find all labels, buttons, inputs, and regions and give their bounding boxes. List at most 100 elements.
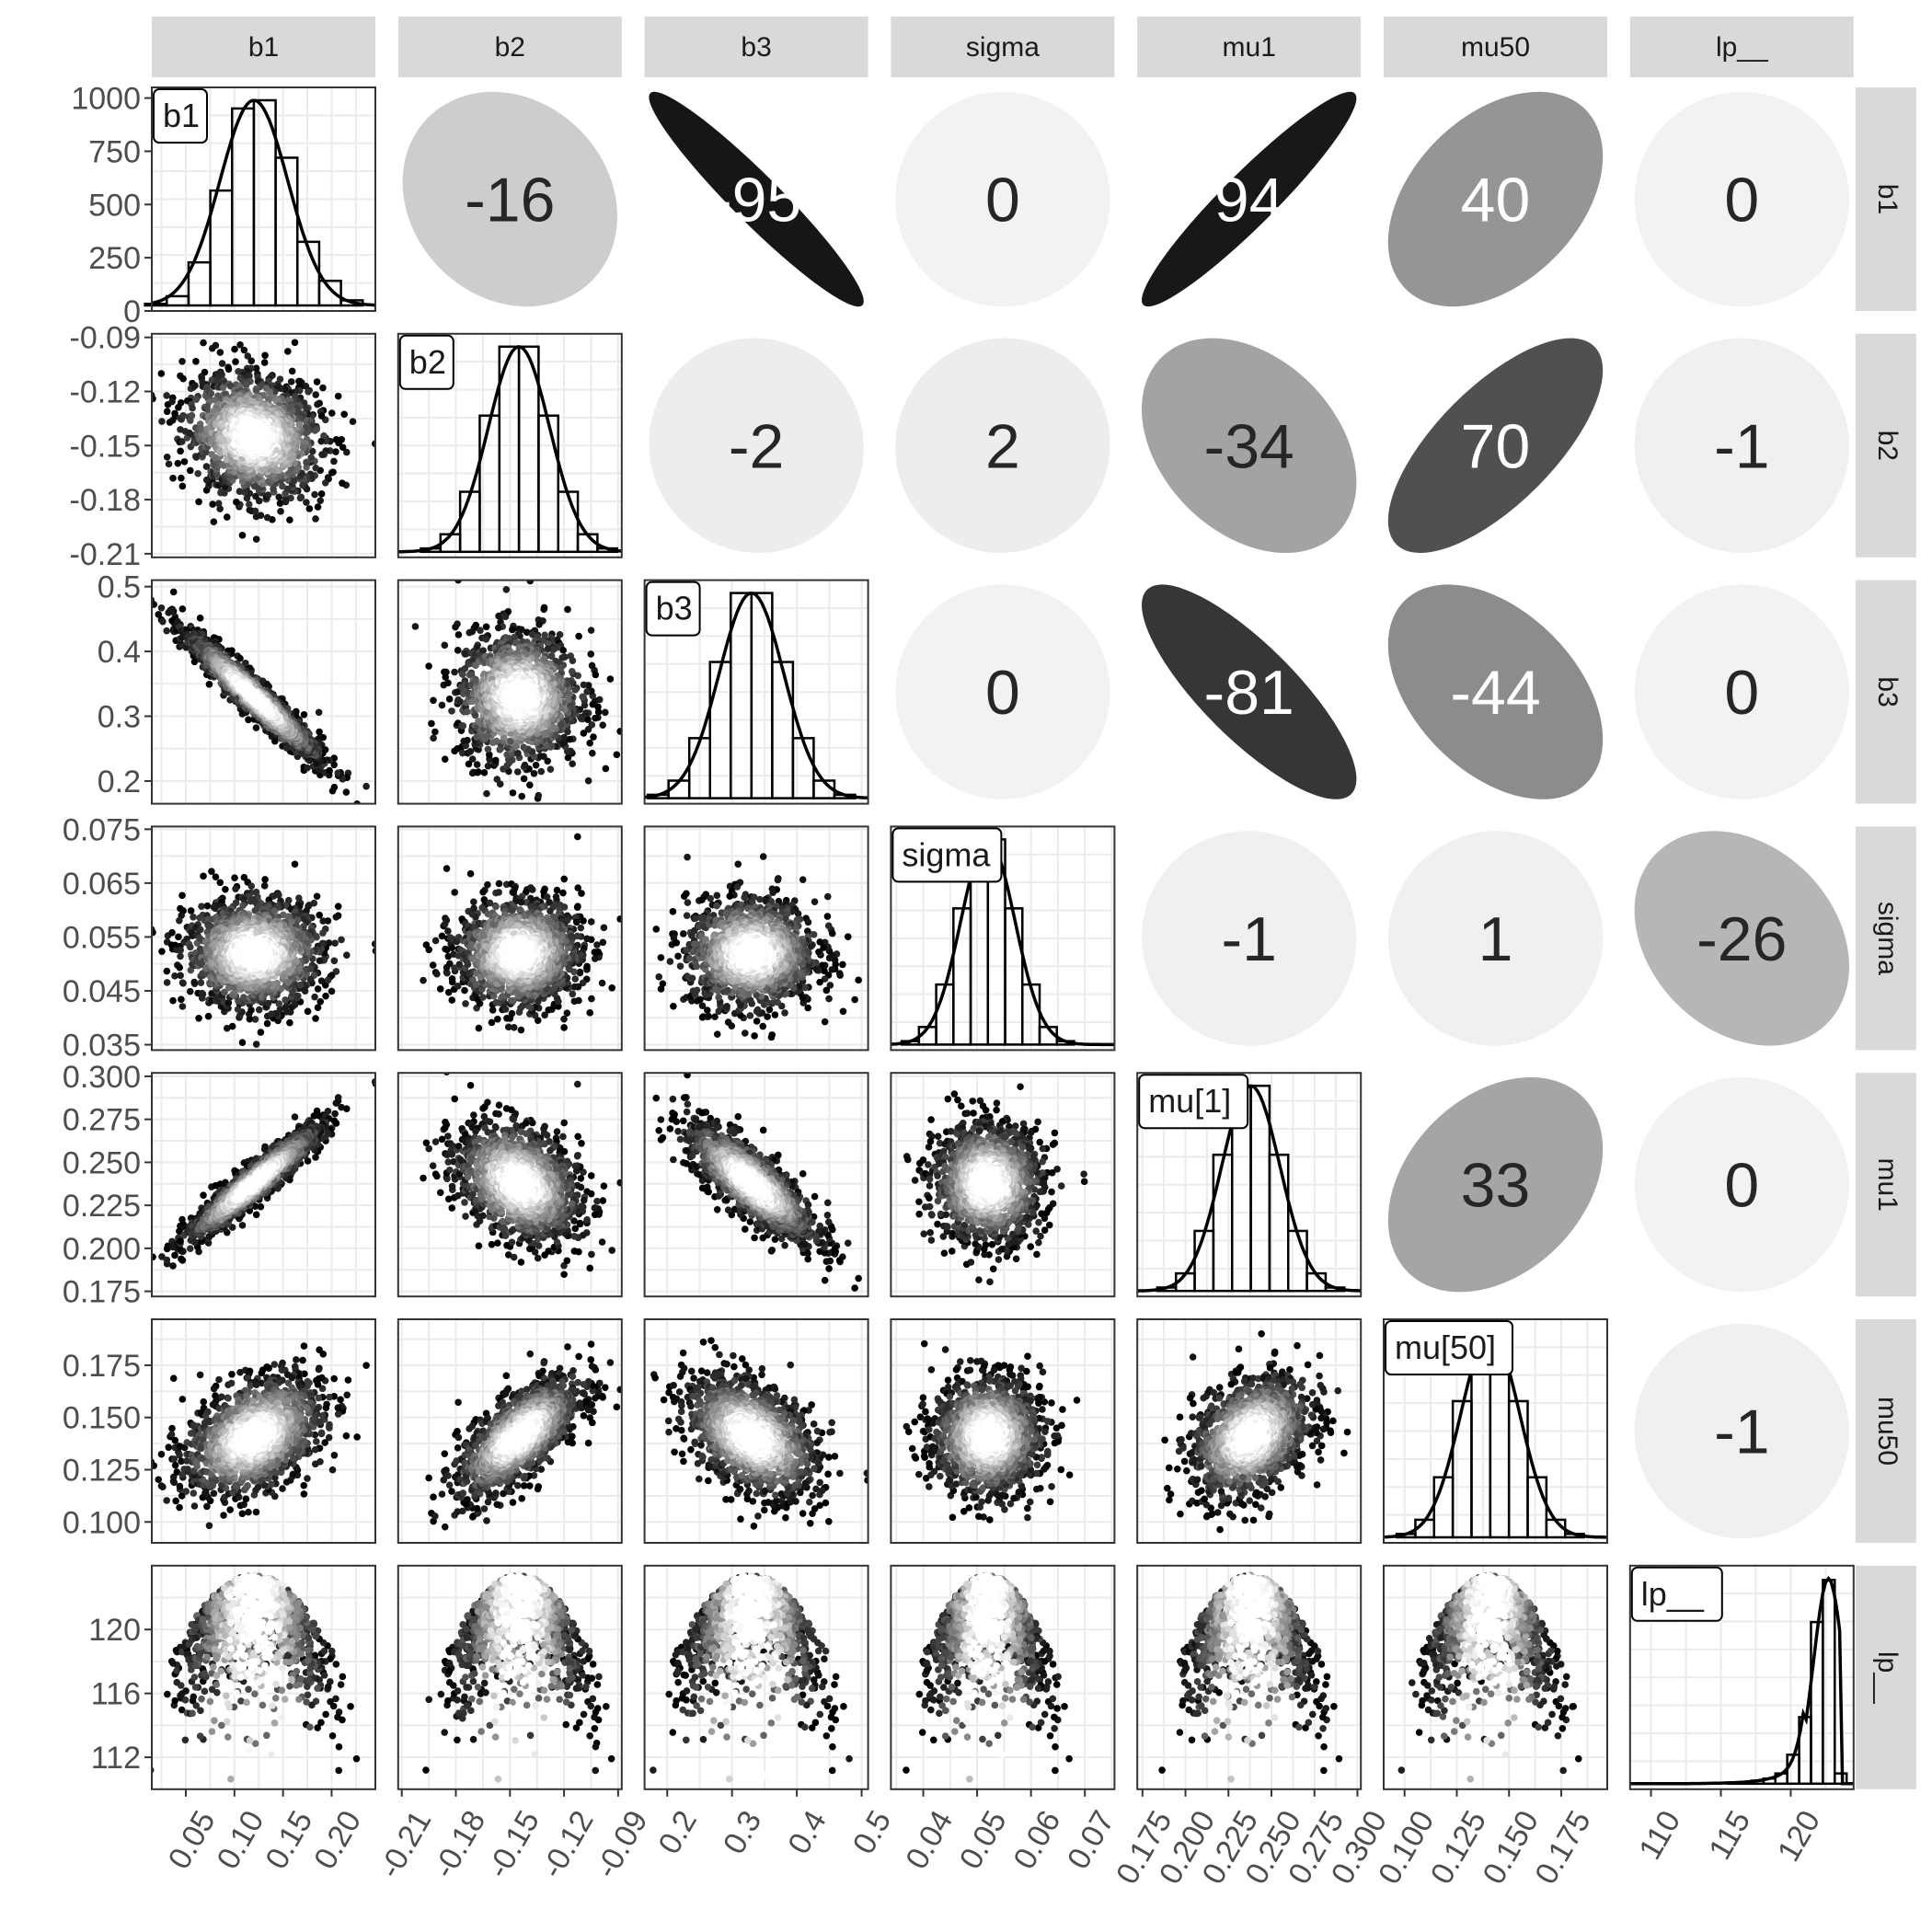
hex-cell <box>544 639 552 648</box>
hex-cell <box>186 466 194 475</box>
hex-cell <box>158 418 166 425</box>
correlation-value: 40 <box>1461 166 1531 236</box>
hex-cell <box>544 645 552 653</box>
hex-cell <box>342 788 351 796</box>
density-curve <box>151 98 376 307</box>
hex-cell <box>535 620 543 628</box>
hex-cell <box>330 457 338 466</box>
hex-cell <box>311 993 318 1001</box>
hex-cell <box>163 967 171 975</box>
hex-cell <box>520 743 528 752</box>
hex-cell <box>442 673 450 681</box>
column-strip-bg <box>397 17 622 77</box>
correlation-ellipse <box>895 584 1110 799</box>
hex-cell <box>169 475 177 482</box>
hex-cell <box>537 767 546 776</box>
hex-cell <box>541 631 548 639</box>
hex-cell <box>275 493 283 501</box>
row-strip-bg <box>1855 333 1916 558</box>
hex-cell <box>219 384 227 392</box>
hex-cell <box>190 658 199 666</box>
row-strip-mu50: mu50 <box>1855 1319 1916 1543</box>
hex-cell <box>579 693 587 701</box>
hex-cell <box>452 623 459 631</box>
hex-cell <box>238 532 247 539</box>
hex-cell <box>270 907 279 914</box>
hex-cell <box>328 409 336 417</box>
hex-cell <box>557 720 565 729</box>
correlation-ellipse <box>402 91 617 307</box>
hex-cell <box>252 492 259 500</box>
hex-cell <box>287 378 295 385</box>
row-strip-lp__: lp__ <box>1855 1565 1916 1789</box>
hex-cell <box>228 1022 236 1030</box>
hex-cell <box>208 868 215 875</box>
hex-cell <box>178 891 186 900</box>
correlation-ellipse <box>1634 584 1849 799</box>
hex-cell <box>260 359 269 366</box>
hex-cell <box>305 387 312 396</box>
hex-cell <box>559 647 567 654</box>
hex-cell <box>257 512 265 519</box>
hex-cell <box>189 404 196 412</box>
panel-border <box>643 579 869 805</box>
hex-cell <box>587 650 595 658</box>
hex-cell <box>520 775 528 783</box>
row-strip-label: b3 <box>1872 676 1903 707</box>
hex-cell <box>176 916 183 925</box>
hex-cell <box>174 459 182 467</box>
hex-cell <box>218 360 226 367</box>
hex-cell <box>247 357 256 365</box>
histogram-label: b3 <box>656 590 693 627</box>
hex-cell <box>280 911 287 919</box>
hex-cell <box>513 768 522 776</box>
hex-cell <box>430 696 437 705</box>
hex-points <box>152 339 375 543</box>
row-strip-label: sigma <box>1872 902 1903 975</box>
hex-cell <box>312 515 319 523</box>
hex-cell <box>441 755 449 763</box>
hex-cell <box>507 737 514 745</box>
hex-cell <box>313 378 321 385</box>
hex-cell <box>458 671 466 678</box>
hex-cell <box>371 940 375 948</box>
hex-cell <box>314 503 322 511</box>
hex-cell <box>291 339 299 347</box>
hex-cell <box>509 789 517 797</box>
hex-cell <box>411 623 420 630</box>
density-curve <box>397 344 622 554</box>
column-strip-label: mu1 <box>1223 32 1276 63</box>
hex-cell <box>244 352 252 360</box>
hex-cell <box>261 876 269 883</box>
hex-cell <box>297 493 305 501</box>
hex-cell <box>186 987 194 995</box>
hex-cell <box>589 700 597 708</box>
hex-cell <box>197 979 205 986</box>
hex-cell <box>198 903 205 911</box>
hex-cell <box>224 983 233 992</box>
hex-cell <box>291 860 299 868</box>
hex-cell <box>362 782 370 790</box>
hex-cell <box>547 652 555 661</box>
hex-cell <box>158 948 166 955</box>
hex-cell <box>205 681 213 688</box>
hex-cell <box>236 340 244 349</box>
hex-cell <box>303 499 310 506</box>
hex-cell <box>535 791 543 799</box>
hex-cell <box>515 692 523 700</box>
hex-cell <box>473 761 481 768</box>
hex-cell <box>521 761 529 769</box>
hex-cell <box>202 448 210 456</box>
column-strip-label: sigma <box>966 32 1040 63</box>
hex-cell <box>339 479 346 487</box>
histogram-panel-b3: b3 <box>643 579 869 805</box>
hex-cell <box>480 659 489 667</box>
hex-cell <box>233 498 240 506</box>
column-strip-bg <box>1629 17 1854 77</box>
hex-cell <box>157 604 166 612</box>
scatter-panel-b2-vs-b1 <box>151 332 376 558</box>
hex-cell <box>188 411 196 420</box>
hex-cell <box>312 1015 319 1022</box>
hex-cell <box>195 498 202 506</box>
